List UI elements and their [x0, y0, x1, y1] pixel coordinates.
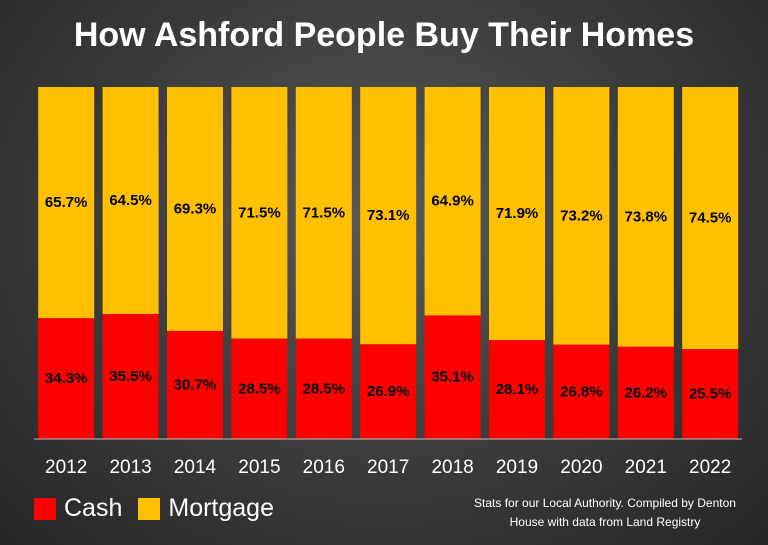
data-label-mortgage-2018: 64.9%: [431, 193, 474, 210]
bar-mortgage-2014: [167, 87, 223, 331]
bar-cash-2019: [489, 340, 545, 439]
data-label-mortgage-2020: 73.2%: [560, 207, 603, 224]
bar-mortgage-2018: [424, 87, 481, 316]
x-tick-label-2012: 2012: [45, 457, 87, 478]
mortgage-swatch: [138, 497, 161, 520]
data-label-mortgage-2013: 64.5%: [109, 192, 152, 209]
data-label-cash-2019: 28.1%: [496, 381, 539, 398]
bars-layer: [38, 87, 739, 439]
bar-mortgage-2015: [231, 87, 288, 339]
data-label-cash-2020: 26.8%: [560, 383, 603, 400]
bar-cash-2017: [360, 344, 417, 439]
x-tick-label-2019: 2019: [496, 457, 538, 478]
data-label-cash-2016: 28.5%: [303, 380, 346, 397]
data-label-mortgage-2017: 73.1%: [367, 207, 410, 224]
bar-cash-2013: [102, 314, 159, 439]
bar-mortgage-2012: [38, 87, 95, 319]
data-label-cash-2014: 30.7%: [174, 376, 217, 393]
data-label-mortgage-2021: 73.8%: [625, 208, 668, 225]
bar-mortgage-2013: [102, 87, 159, 315]
bar-cash-2021: [617, 346, 674, 439]
data-label-mortgage-2015: 71.5%: [238, 204, 281, 221]
source-note-line-1: Stats for our Local Authority. Compiled …: [474, 496, 736, 510]
chart-title: How Ashford People Buy Their Homes: [73, 16, 695, 54]
data-label-mortgage-2014: 69.3%: [174, 200, 217, 217]
data-label-cash-2013: 35.5%: [109, 368, 152, 385]
data-label-mortgage-2019: 71.9%: [496, 205, 539, 222]
x-tick-label-2022: 2022: [689, 457, 731, 478]
bar-mortgage-2020: [553, 87, 610, 345]
x-tick-labels: 2012 2013 2014 2015 2016 2017 2018 2019 2020 2021…: [45, 457, 731, 478]
legend-item-mortgage: Mortgage: [138, 494, 274, 523]
x-tick-label-2021: 2021: [625, 457, 667, 478]
bar-cash-2016: [295, 338, 352, 439]
bar-mortgage-2019: [489, 87, 545, 341]
bar-mortgage-2017: [360, 87, 417, 345]
bar-cash-2022: [682, 349, 739, 439]
x-tick-label-2014: 2014: [174, 457, 217, 478]
source-note-line-2: House with data from Land Registry: [509, 515, 701, 529]
bar-mortgage-2021: [617, 87, 674, 347]
x-tick-label-2013: 2013: [109, 457, 151, 478]
x-tick-label-2016: 2016: [303, 457, 345, 478]
data-label-mortgage-2022: 74.5%: [689, 210, 732, 227]
legend-mortgage-label: Mortgage: [168, 494, 274, 522]
data-label-cash-2015: 28.5%: [238, 380, 281, 397]
bar-cash-2018: [424, 315, 481, 439]
x-tick-label-2015: 2015: [238, 457, 280, 478]
data-label-cash-2017: 26.9%: [367, 383, 410, 400]
x-tick-label-2020: 2020: [560, 457, 602, 478]
x-tick-label-2018: 2018: [431, 457, 473, 478]
bar-cash-2015: [231, 338, 288, 439]
bar-cash-2012: [38, 318, 95, 439]
bar-cash-2020: [553, 344, 610, 439]
data-label-cash-2012: 34.3%: [45, 370, 88, 387]
legend: Cash Mortgage: [34, 494, 290, 523]
source-note: Stats for our Local Authority. Compiled …: [470, 494, 740, 532]
cash-swatch: [34, 497, 56, 520]
data-label-cash-2018: 35.1%: [431, 369, 474, 386]
bar-mortgage-2016: [295, 87, 352, 339]
x-tick-label-2017: 2017: [367, 457, 409, 478]
legend-item-cash: Cash: [34, 494, 122, 523]
bar-mortgage-2022: [682, 87, 739, 350]
bar-cash-2014: [167, 330, 223, 439]
data-label-mortgage-2016: 71.5%: [303, 204, 346, 221]
data-label-cash-2022: 25.5%: [689, 386, 732, 403]
data-label-mortgage-2012: 65.7%: [45, 194, 88, 211]
data-label-cash-2021: 26.2%: [625, 384, 668, 401]
labels-layer: 65.7% 34.3% 64.5% 35.5% 69.3% 30.7% 71.5% 28.5%…: [45, 192, 732, 403]
legend-cash-label: Cash: [64, 494, 123, 522]
